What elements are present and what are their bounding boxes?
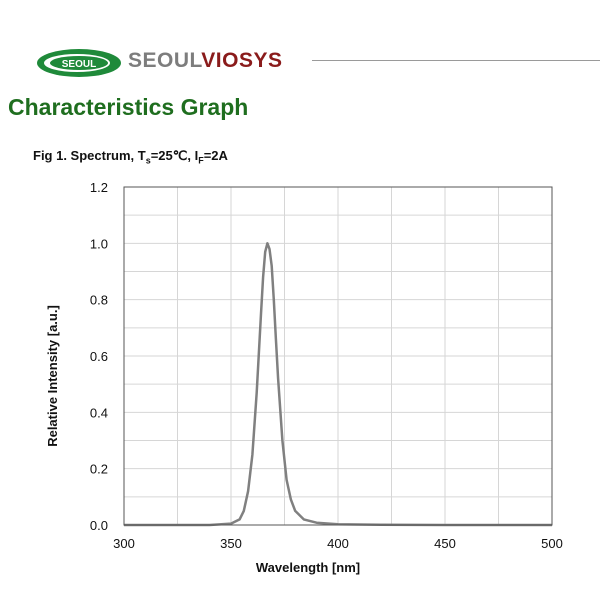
brand-name: SEOULVIOSYS xyxy=(128,49,283,73)
y-tick-label: 0.0 xyxy=(90,518,108,533)
x-tick-label: 450 xyxy=(434,536,456,551)
seoul-logo-icon: SEOUL xyxy=(37,49,121,77)
grid-layer xyxy=(124,187,552,525)
spectrum-chart: 300 350 400 450 500 0.0 0.2 0.4 0.6 0.8 1.0 1.2 Wave… xyxy=(45,180,563,575)
label-layer: 300 350 400 450 500 0.0 0.2 0.4 0.6 0.8 1.0 1.2 Wave… xyxy=(45,180,563,575)
x-tick-label: 300 xyxy=(113,536,135,551)
brand-suffix: VIOSYS xyxy=(201,49,283,72)
figure-title-suffix: =2A xyxy=(203,148,228,163)
frame-layer xyxy=(123,186,553,526)
y-tick-label: 1.2 xyxy=(90,180,108,195)
figure-title-prefix: Fig 1. Spectrum, T xyxy=(33,148,146,163)
section-title: Characteristics Graph xyxy=(8,94,249,120)
y-tick-label: 0.2 xyxy=(90,462,108,477)
figure-title-if-sub: F xyxy=(198,155,204,166)
page-header: SEOUL SEOULVIOSYS xyxy=(0,0,600,90)
figure-title: Fig 1. Spectrum, Ts=25℃, IF=2A xyxy=(33,148,228,166)
y-tick-label: 1.0 xyxy=(90,236,108,251)
logo-text: SEOUL xyxy=(62,59,96,70)
x-axis-label: Wavelength [nm] xyxy=(256,560,360,575)
spectrum-series-line xyxy=(124,242,552,527)
plot-frame xyxy=(123,186,553,526)
y-tick-label: 0.6 xyxy=(90,349,108,364)
figure-title-mid: =25℃, I xyxy=(150,148,199,163)
y-axis-label: Relative Intensity [a.u.] xyxy=(45,305,60,447)
x-tick-label: 400 xyxy=(327,536,349,551)
figure-title-ts-sub: s xyxy=(145,155,151,166)
brand-prefix: SEOUL xyxy=(128,49,202,72)
x-tick-label: 350 xyxy=(220,536,242,551)
series-layer xyxy=(124,242,552,527)
header-divider xyxy=(312,60,600,61)
x-tick-label: 500 xyxy=(541,536,563,551)
y-tick-label: 0.8 xyxy=(90,293,108,308)
y-tick-label: 0.4 xyxy=(90,405,108,420)
